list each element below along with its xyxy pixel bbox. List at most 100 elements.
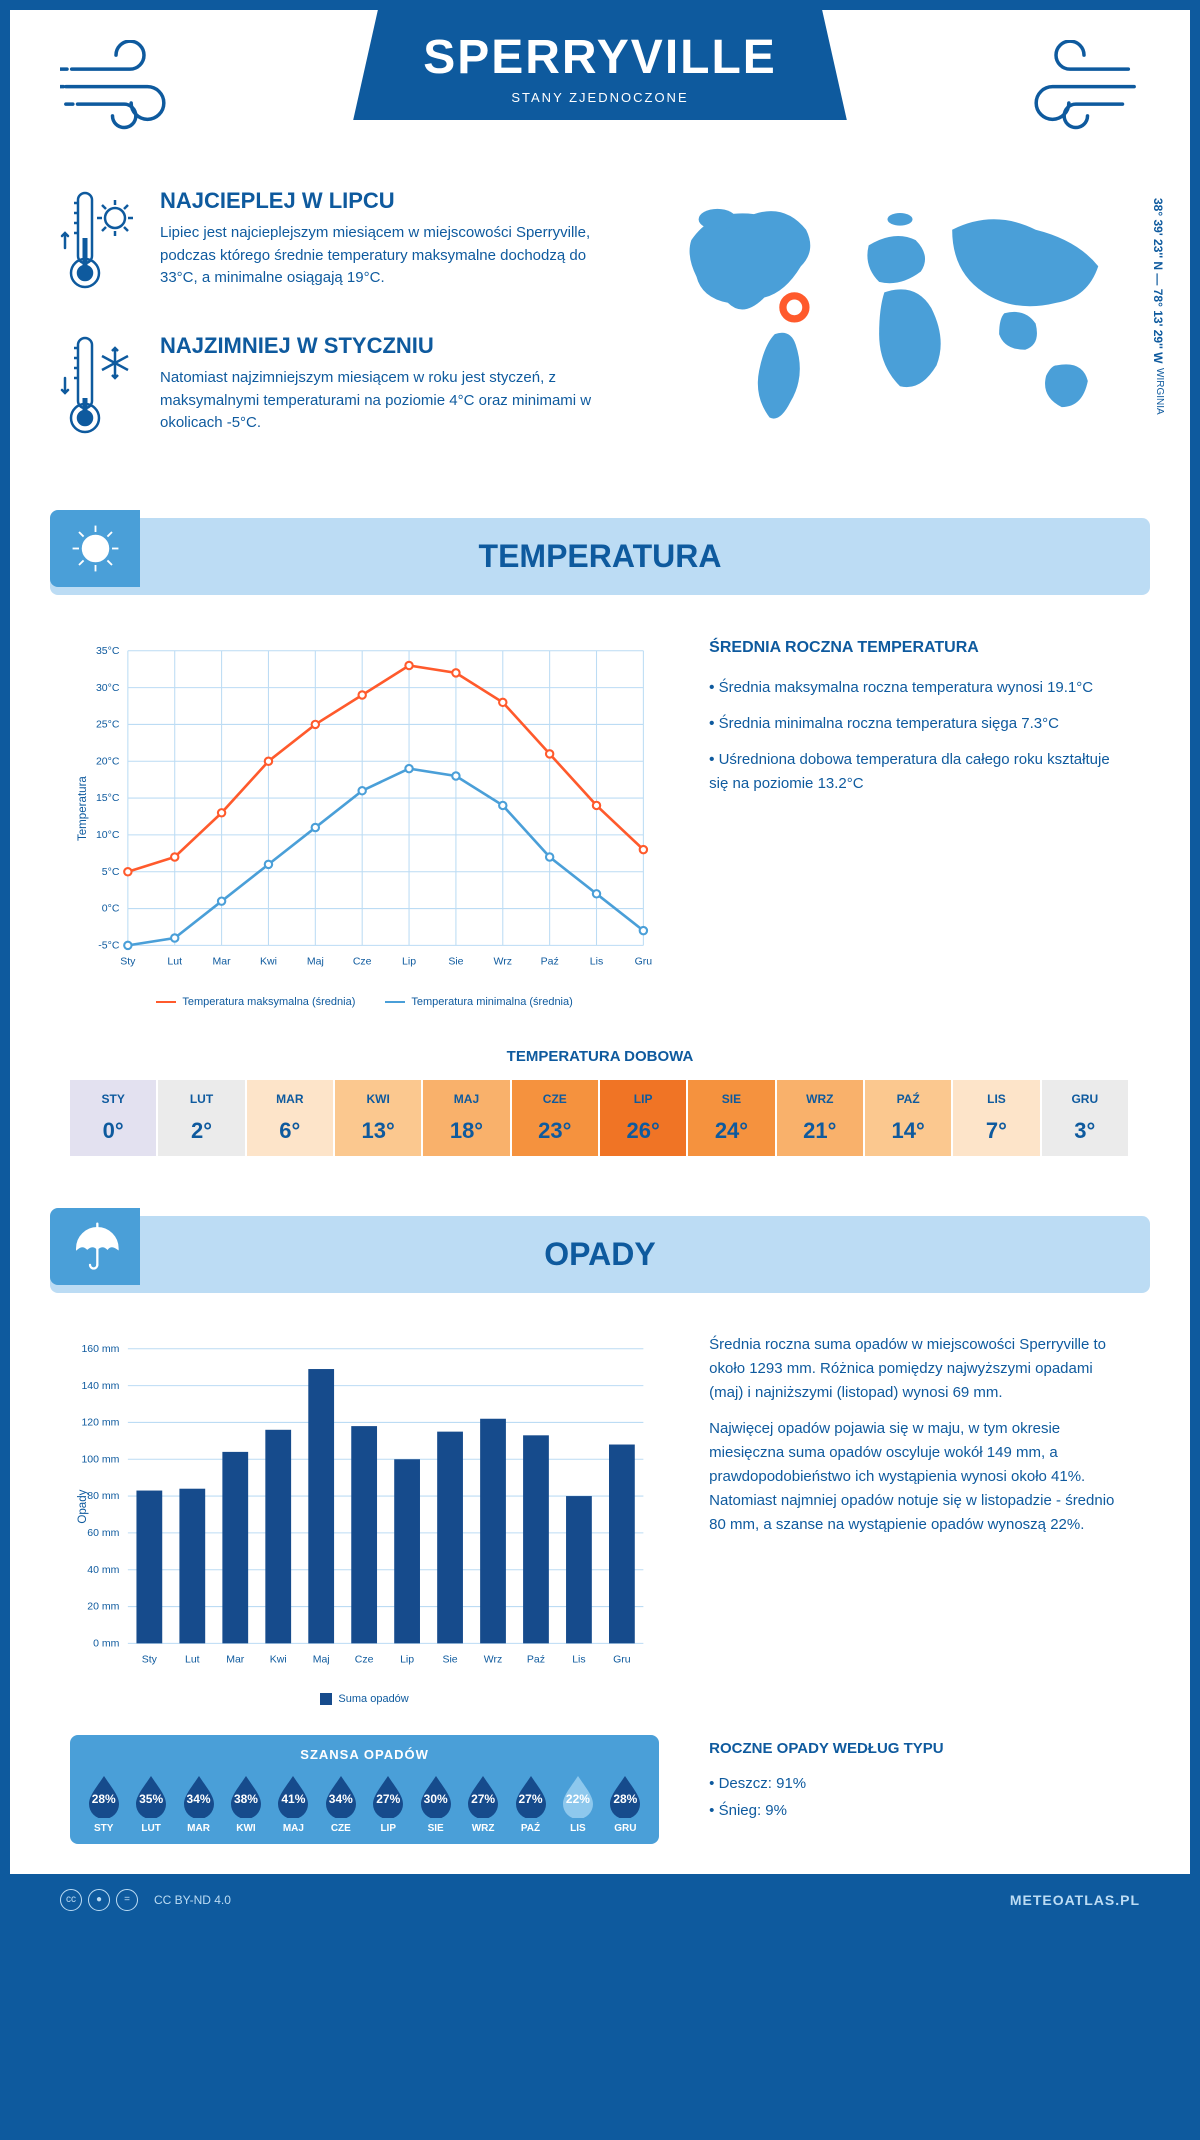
svg-text:Lip: Lip (402, 956, 416, 968)
svg-text:20 mm: 20 mm (87, 1600, 119, 1612)
rain-drop: 34%CZE (318, 1772, 364, 1834)
by-icon: ● (88, 1889, 110, 1911)
svg-text:160 mm: 160 mm (81, 1342, 119, 1354)
summary-item: Średnia maksymalna roczna temperatura wy… (709, 676, 1130, 700)
summary-paragraph: Średnia roczna suma opadów w miejscowośc… (709, 1333, 1130, 1405)
svg-text:120 mm: 120 mm (81, 1416, 119, 1428)
fact-title: NAJCIEPLEJ W LIPCU (160, 188, 620, 214)
footer: cc ● = CC BY-ND 4.0 METEOATLAS.PL (10, 1874, 1190, 1926)
title-block: SPERRYVILLE STANY ZJEDNOCZONE (353, 10, 847, 120)
wind-icon (1000, 40, 1140, 138)
region-label: WIRGINIA (1154, 368, 1165, 415)
precipitation-summary: Średnia roczna suma opadów w miejscowośc… (709, 1333, 1130, 1705)
rain-chance-panel: SZANSA OPADÓW 28%STY35%LUT34%MAR38%KWI41… (70, 1735, 659, 1844)
rain-type-item: • Deszcz: 91% (709, 1770, 1130, 1797)
rain-drop: 35%LUT (128, 1772, 174, 1834)
temperature-banner: TEMPERATURA (50, 518, 1150, 595)
svg-text:Cze: Cze (353, 956, 372, 968)
summary-item: Uśredniona dobowa temperatura dla całego… (709, 748, 1130, 796)
svg-text:0°C: 0°C (102, 903, 120, 915)
temp-cell: CZE23° (512, 1080, 600, 1156)
temperature-summary: ŚREDNIA ROCZNA TEMPERATURA Średnia maksy… (709, 635, 1130, 1007)
temp-cell: SIE24° (688, 1080, 776, 1156)
svg-text:Lut: Lut (185, 1653, 200, 1665)
svg-text:Opady: Opady (77, 1489, 89, 1523)
page-title: SPERRYVILLE (423, 30, 777, 85)
facts-column: NAJCIEPLEJ W LIPCU Lipiec jest najcieple… (60, 188, 620, 478)
svg-text:10°C: 10°C (96, 829, 120, 841)
svg-text:Mar: Mar (226, 1653, 245, 1665)
temperature-row: -5°C0°C5°C10°C15°C20°C25°C30°C35°CStyLut… (10, 595, 1190, 1037)
fact-body: NAJZIMNIEJ W STYCZNIU Natomiast najzimni… (160, 333, 620, 448)
svg-text:60 mm: 60 mm (87, 1527, 119, 1539)
summary-title: ŚREDNIA ROCZNA TEMPERATURA (709, 635, 1130, 661)
summary-paragraph: Najwięcej opadów pojawia się w maju, w t… (709, 1417, 1130, 1537)
fact-title: NAJZIMNIEJ W STYCZNIU (160, 333, 620, 359)
map-column: 38° 39' 23'' N — 78° 13' 29'' W WIRGINIA (660, 188, 1140, 478)
coordinates-label: 38° 39' 23'' N — 78° 13' 29'' W (1151, 198, 1165, 363)
svg-text:15°C: 15°C (96, 793, 120, 805)
summary-item: Średnia minimalna roczna temperatura się… (709, 712, 1130, 736)
world-map (660, 188, 1140, 459)
svg-text:Sty: Sty (120, 956, 136, 968)
temp-cell: KWI13° (335, 1080, 423, 1156)
temp-cell: MAJ18° (423, 1080, 511, 1156)
legend-max: Temperatura maksymalna (średnia) (182, 996, 355, 1008)
header: SPERRYVILLE STANY ZJEDNOCZONE (10, 10, 1190, 158)
svg-text:Gru: Gru (635, 956, 653, 968)
rain-drop: 28%GRU (602, 1772, 648, 1834)
svg-text:Kwi: Kwi (260, 956, 277, 968)
site-name: METEOATLAS.PL (1010, 1892, 1140, 1908)
svg-text:20°C: 20°C (96, 756, 120, 768)
temp-cell: STY0° (70, 1080, 158, 1156)
svg-text:Maj: Maj (313, 1653, 330, 1665)
temp-cell: LUT2° (158, 1080, 246, 1156)
svg-text:Sie: Sie (448, 956, 463, 968)
svg-text:30°C: 30°C (96, 682, 120, 694)
page-container: SPERRYVILLE STANY ZJEDNOCZONE (0, 0, 1200, 1936)
thermometer-hot-icon (60, 188, 140, 303)
fact-text: Natomiast najzimniejszym miesiącem w rok… (160, 367, 620, 435)
info-section: NAJCIEPLEJ W LIPCU Lipiec jest najcieple… (10, 158, 1190, 518)
cc-icon: cc (60, 1889, 82, 1911)
thermometer-cold-icon (60, 333, 140, 448)
legend-rain: Suma opadów (338, 1693, 408, 1705)
section-title: OPADY (544, 1236, 655, 1272)
svg-text:Lip: Lip (400, 1653, 414, 1665)
daily-temp-table: STY0°LUT2°MAR6°KWI13°MAJ18°CZE23°LIP26°S… (70, 1080, 1130, 1156)
umbrella-icon (50, 1208, 140, 1285)
svg-text:140 mm: 140 mm (81, 1379, 119, 1391)
temp-cell: GRU3° (1042, 1080, 1130, 1156)
chart-legend: Suma opadów (70, 1693, 659, 1705)
temperature-chart: -5°C0°C5°C10°C15°C20°C25°C30°C35°CStyLut… (70, 635, 659, 1007)
location-marker-icon (783, 296, 806, 319)
rain-drop: 27%PAŹ (508, 1772, 554, 1834)
svg-text:25°C: 25°C (96, 719, 120, 731)
fact-coldest: NAJZIMNIEJ W STYCZNIU Natomiast najzimni… (60, 333, 620, 448)
rain-drop: 41%MAJ (270, 1772, 316, 1834)
fact-body: NAJCIEPLEJ W LIPCU Lipiec jest najcieple… (160, 188, 620, 303)
license: cc ● = CC BY-ND 4.0 (60, 1889, 231, 1911)
sun-icon (50, 510, 140, 587)
svg-text:Wrz: Wrz (484, 1653, 503, 1665)
svg-text:Cze: Cze (355, 1653, 374, 1665)
svg-text:35°C: 35°C (96, 645, 120, 657)
svg-text:Kwi: Kwi (270, 1653, 287, 1665)
rain-drop: 28%STY (81, 1772, 127, 1834)
svg-text:Maj: Maj (307, 956, 324, 968)
svg-text:Mar: Mar (213, 956, 232, 968)
legend-min: Temperatura minimalna (średnia) (411, 996, 572, 1008)
fact-hottest: NAJCIEPLEJ W LIPCU Lipiec jest najcieple… (60, 188, 620, 303)
svg-text:Lis: Lis (572, 1653, 585, 1665)
svg-text:100 mm: 100 mm (81, 1453, 119, 1465)
rain-type-item: • Śnieg: 9% (709, 1797, 1130, 1824)
license-text: CC BY-ND 4.0 (154, 1893, 231, 1907)
svg-text:Wrz: Wrz (494, 956, 513, 968)
chart-legend: Temperatura maksymalna (średnia) Tempera… (70, 996, 659, 1008)
svg-text:Lis: Lis (590, 956, 603, 968)
rain-types-title: ROCZNE OPADY WEDŁUG TYPU (709, 1735, 1130, 1762)
rain-types: ROCZNE OPADY WEDŁUG TYPU • Deszcz: 91%• … (709, 1735, 1130, 1824)
svg-text:Sie: Sie (442, 1653, 457, 1665)
rain-drop: 38%KWI (223, 1772, 269, 1834)
svg-text:Sty: Sty (142, 1653, 158, 1665)
